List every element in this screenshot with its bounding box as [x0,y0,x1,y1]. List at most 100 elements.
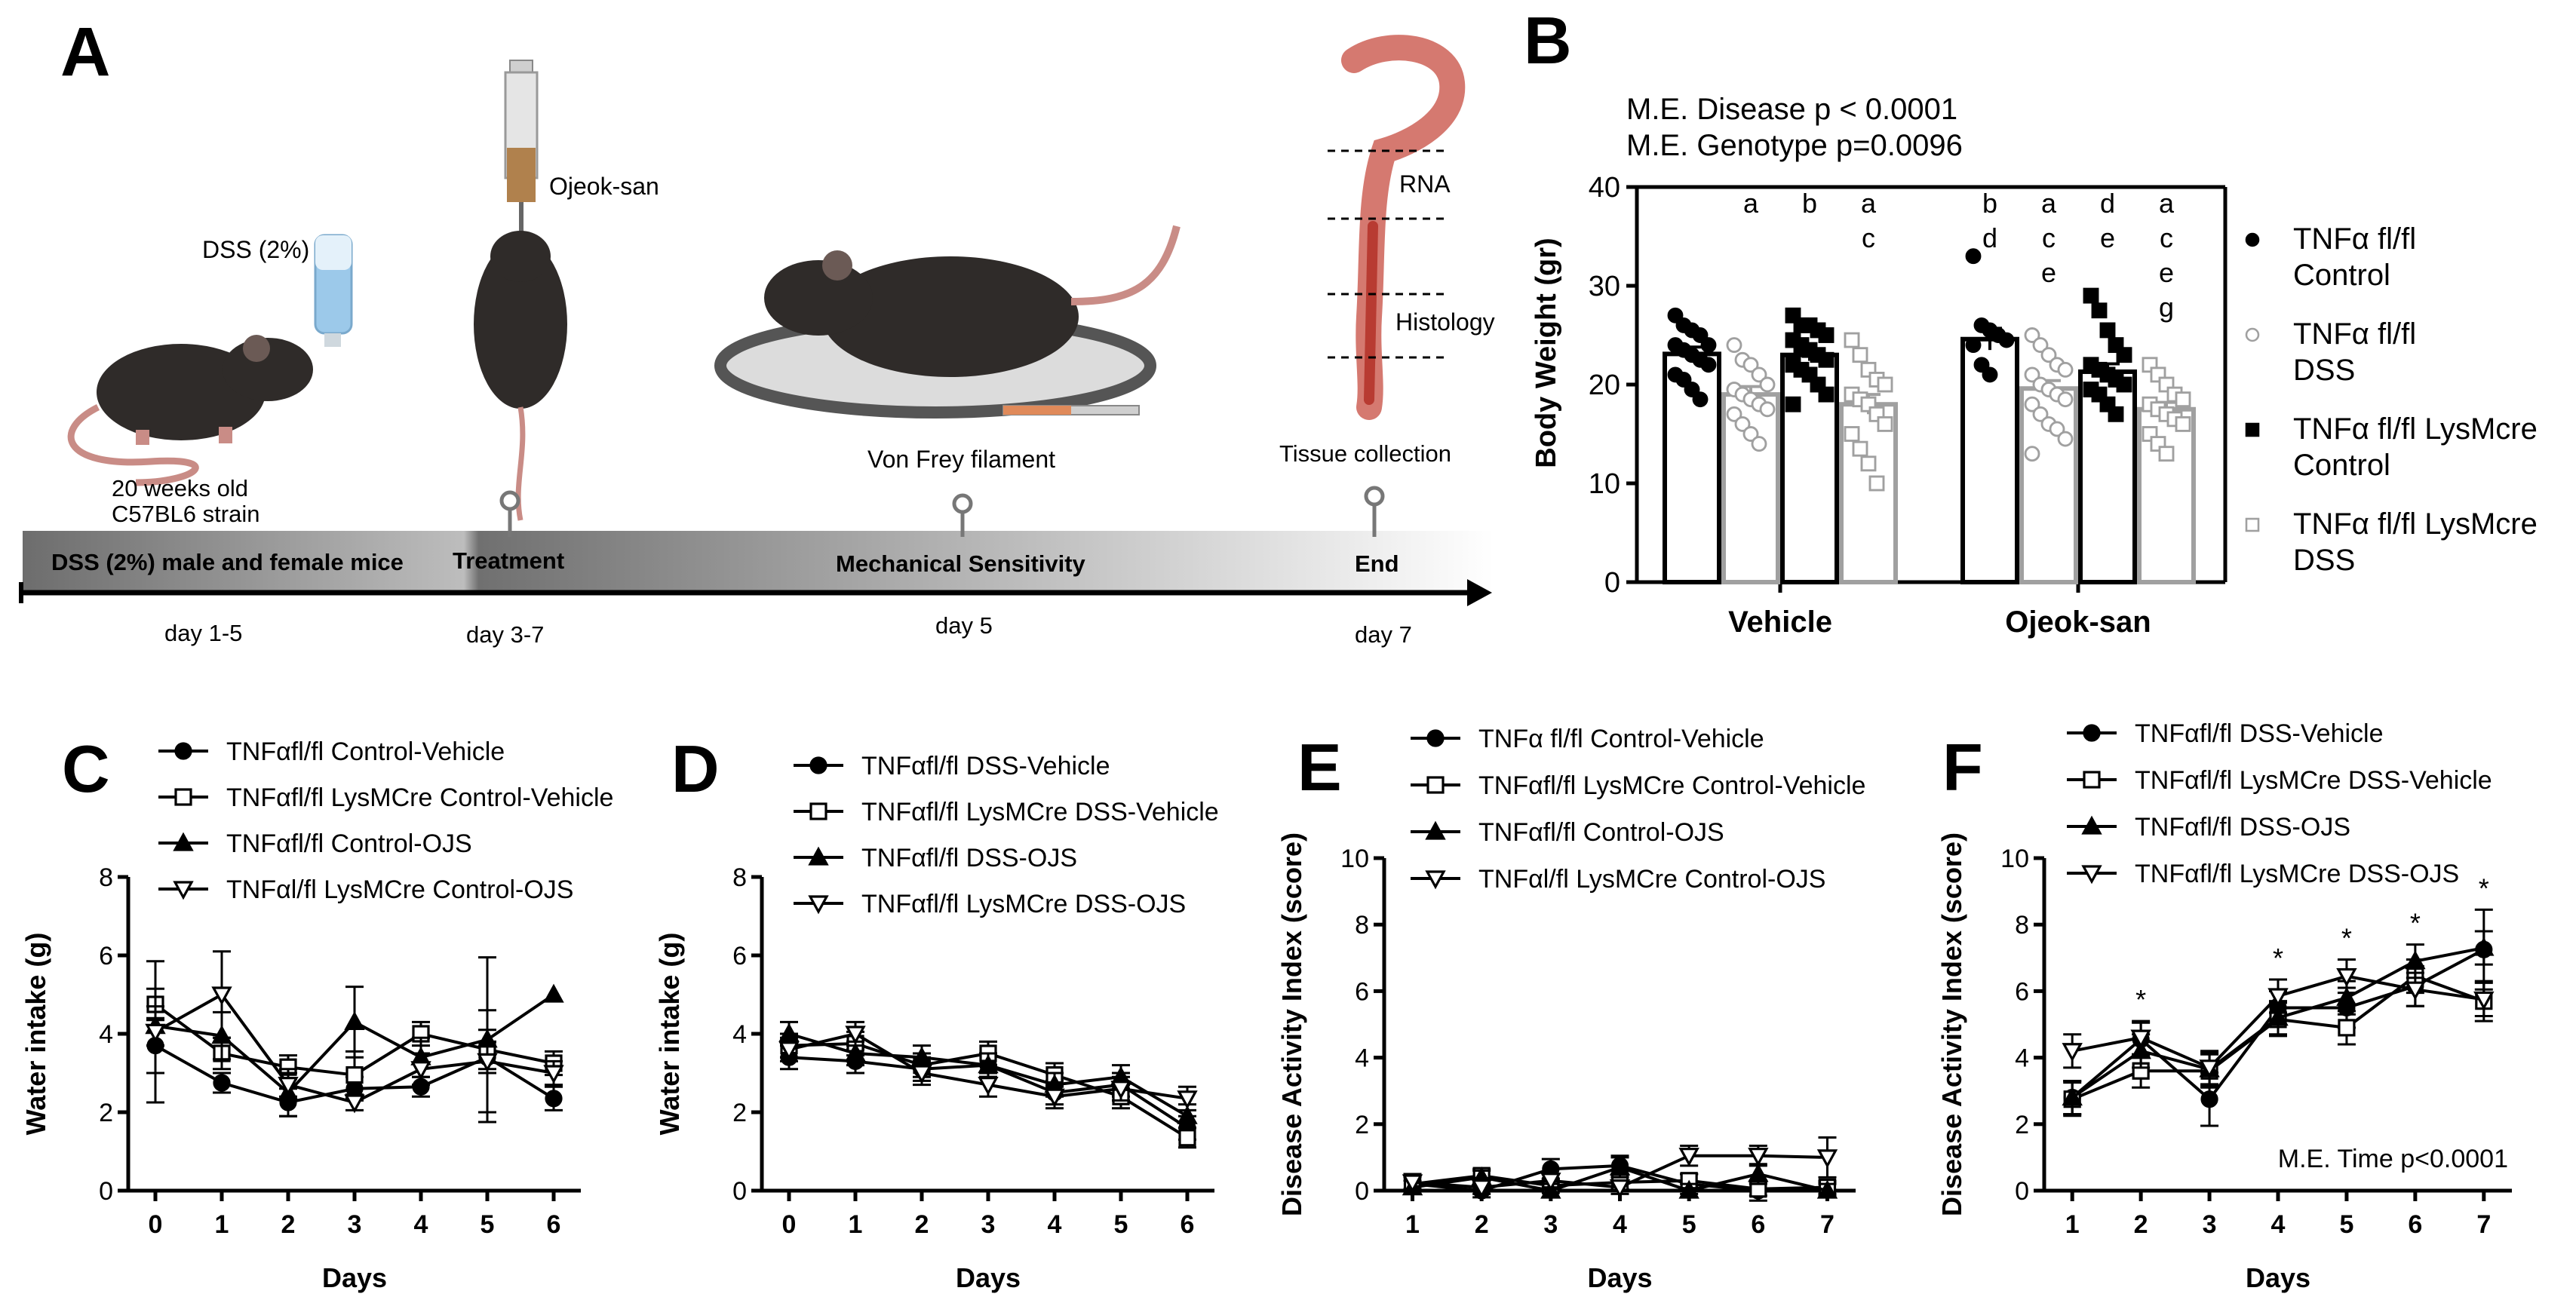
panel-c-x-axis-label: Days [322,1262,387,1293]
b-data-point [1818,386,1835,403]
panel-e-y-tick-label: 10 [1340,845,1369,873]
panel-d-x-tick-label: 4 [1048,1210,1062,1239]
panel-e-legend-marker [1426,729,1445,747]
b-significance-letter: e [2041,257,2056,288]
b-data-point [1734,415,1751,432]
panel-c-data-point [477,1053,498,1072]
panel-d-data-point [1177,1105,1198,1124]
f-significance-star: * [2341,923,2352,954]
b-data-point [2057,391,2074,408]
day-label-3: day 5 [935,612,993,639]
b-data-point [1751,366,1767,383]
stage-end: End [1355,550,1399,577]
b-data-point [1700,337,1717,354]
panel-c-x-tick-label: 3 [348,1210,362,1239]
panel-d-y-tick-label: 0 [732,1177,747,1206]
b-y-tick-label: 10 [1589,468,1620,500]
panel-f-data-point [2267,1007,2289,1026]
mouse-strain: C57BL6 strain [112,501,259,527]
b-data-point [2175,415,2191,432]
panel-e-data-point [1609,1156,1631,1176]
panel-e-data-point [1540,1173,1561,1192]
b-significance-letter: d [1982,222,1997,253]
panel-e-legend-marker [1426,776,1445,794]
panel-f-x-axis-label: Days [2246,1262,2310,1293]
b-data-point [1692,391,1709,408]
annotation-disease: M.E. Disease p < 0.0001 [1626,93,1957,126]
tissue-label: Tissue collection [1279,440,1451,467]
b-legend-label: DSS [2293,544,2355,577]
panel-d-x-tick-label: 5 [1114,1210,1128,1239]
b-data-point [1818,351,1835,368]
panel-f-x-tick-label: 2 [2134,1210,2148,1239]
panel-f-y-axis-label: Disease Activity Index (score) [1936,832,1967,1216]
panel-a: A DSS (2%) 20 weeks old C57BL6 strain Oj… [19,14,1495,648]
b-data-point [1973,357,1990,373]
filament-label: Von Frey filament [867,446,1055,473]
panel-d-legend-label: TNFαfl/fl DSS-Vehicle [861,752,1110,780]
panel-e-x-tick-label: 3 [1543,1210,1558,1239]
panel-d-data-point [845,1026,866,1045]
panel-d-data-point [911,1065,932,1084]
b-data-point [2099,322,2116,339]
b-data-point [1982,366,1998,383]
panel-c-data-point [543,1065,564,1084]
panel-d-legend-marker [808,846,829,866]
panel-f-legend-marker [2083,771,2101,789]
panel-d-data-point [845,1042,866,1062]
panel-c-x-tick-label: 5 [481,1210,495,1239]
filament-icon [1002,405,1140,415]
b-data-point [1877,415,1893,432]
panel-c-y-axis-label: Water intake (g) [20,933,51,1136]
b-y-tick-label: 20 [1589,369,1620,401]
panel-f-data-point [2130,1029,2151,1049]
b-data-point [1852,347,1868,363]
panel-c-y-tick-label: 2 [99,1099,113,1127]
panel-c-data-point [344,1011,365,1031]
panel-c-y-tick-label: 0 [99,1177,113,1206]
panel-d-x-tick-label: 2 [915,1210,929,1239]
b-data-point [2040,347,2057,363]
f-significance-star: * [2273,943,2283,973]
panel-e-x-tick-label: 4 [1613,1210,1627,1239]
panel-c-x-tick-label: 2 [281,1210,296,1239]
b-data-point [2032,337,2049,354]
panel-e-y-tick-label: 6 [1355,977,1369,1006]
b-significance-letter: c [2042,222,2056,253]
panel-f-data-point [2338,1019,2356,1037]
panel-f-data-point [2062,1087,2083,1106]
panel-f-letter: F [1942,730,1983,805]
panel-f-x-tick-label: 4 [2271,1210,2286,1239]
panel-f-y-tick-label: 0 [2015,1177,2029,1206]
b-data-point [1742,357,1759,373]
panel-c-data-point [410,1061,431,1081]
mouse-age: 20 weeks old [112,475,248,501]
panel-b-letter: B [1524,3,1572,78]
stage-mechanical: Mechanical Sensitivity [836,550,1086,577]
panel-c-letter: C [62,731,110,806]
b-data-point [1877,376,1893,393]
panel-d-x-tick-label: 6 [1181,1210,1195,1239]
b-data-point [1860,455,1877,472]
panel-f-y-tick-label: 6 [2015,977,2029,1006]
b-data-point [1868,475,1885,492]
b-y-tick-label: 30 [1589,271,1620,302]
panel-e-legend-marker [1425,820,1446,840]
panel-b: B M.E. Disease p < 0.0001 M.E. Genotype … [1524,3,2538,639]
b-significance-letter: e [2159,257,2174,288]
panel-f-legend-marker [2083,724,2101,742]
panel-f-x-tick-label: 1 [2065,1210,2080,1239]
panel-d: D 0 2 4 6 8 0 1 2 3 4 5 6 Days Water intake (g) TNFαfl… [654,731,1219,1293]
panel-d-data-point [778,1041,800,1061]
panel-d-y-tick-label: 2 [732,1099,747,1127]
panel-e-data-point [1678,1148,1699,1167]
panel-e-y-tick-label: 8 [1355,911,1369,940]
day-label-1: day 1-5 [164,620,242,646]
b-y-tick-label: 40 [1589,172,1620,204]
b-legend-label: Control [2293,449,2390,482]
b-category-label: Vehicle [1728,606,1832,639]
panel-e-legend-marker [1425,870,1446,890]
f-significance-star: * [2135,984,2146,1015]
